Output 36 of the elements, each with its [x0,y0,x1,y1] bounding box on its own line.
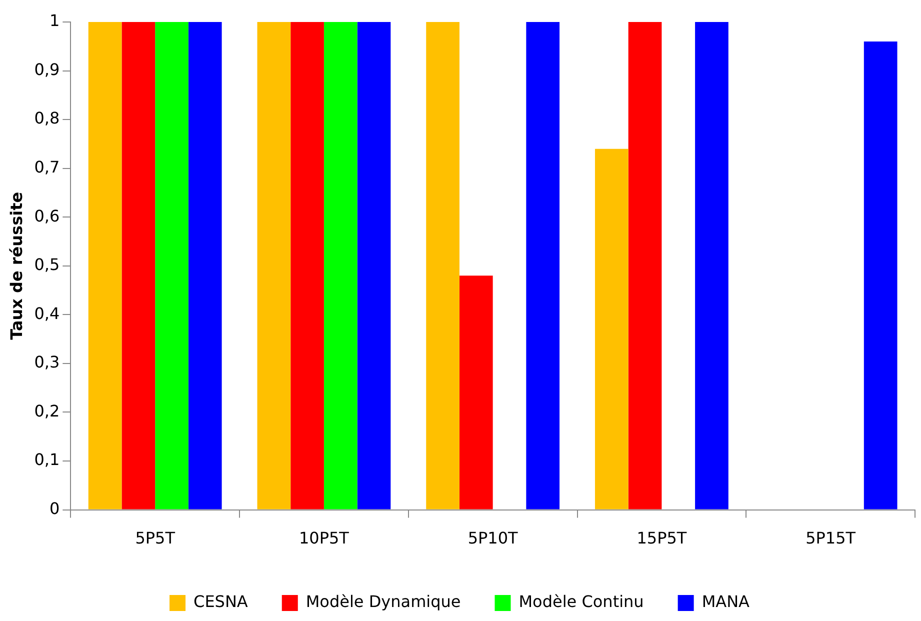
y-tick-label: 0,8 [34,108,60,128]
bar [257,22,291,510]
y-axis-title: Taux de réussite [6,192,26,340]
bar [594,148,628,510]
bar [459,276,493,510]
bar [155,22,188,510]
y-tick-label: 0,2 [34,401,60,420]
bar [357,22,391,510]
y-tick-label: 0,7 [34,157,60,176]
bar [324,22,358,510]
x-tick-label: 10P5T [298,528,350,548]
y-tick-label: 1 [49,11,60,30]
y-tick-label: 0,5 [34,255,60,274]
bar [426,22,460,510]
x-tick-label: 15P5T [636,528,687,548]
y-tick-label: 0,1 [34,450,60,470]
bar [122,22,156,510]
bar [88,22,122,510]
bar [864,42,898,510]
x-tick-label: 5P15T [806,528,856,548]
legend-label: CESNA [194,592,248,612]
legend-label: Modèle Dynamique [306,592,461,612]
y-tick-label: 0 [49,498,60,518]
bar [188,22,222,510]
legend-label: MANA [702,592,750,612]
bar [628,22,662,510]
y-tick-label: 0,9 [34,60,60,79]
y-tick-label: 0,4 [34,304,60,323]
x-tick-label: 5P5T [135,528,176,548]
legend-label: Modèle Continu [518,592,644,612]
y-tick-label: 0,3 [34,352,60,372]
x-tick-label: 5P10T [468,528,518,548]
bar [290,22,324,510]
bar [526,22,560,510]
bar [695,22,728,510]
y-tick-label: 0,6 [34,206,60,226]
